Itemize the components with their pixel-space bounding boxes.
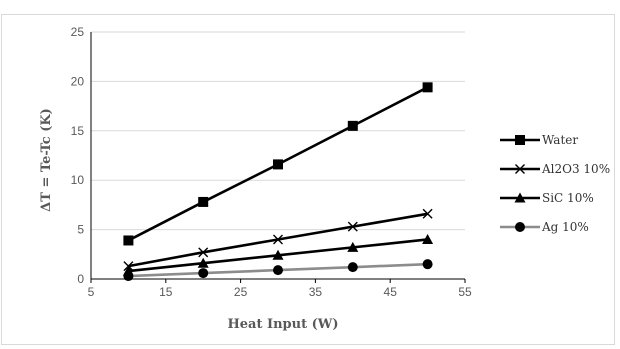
legend-label-sic-10-: SiC 10%: [542, 191, 594, 205]
x-tick-label-55: 55: [458, 285, 472, 299]
data-point-sic-10--50: [422, 233, 434, 244]
data-point-ag-10--20: [198, 268, 209, 279]
y-tick-label-20: 20: [71, 74, 85, 88]
data-point-sic-10--20: [197, 257, 209, 268]
legend-marker-al2o3-10-: [515, 164, 525, 174]
y-tick-label-0: 0: [77, 272, 84, 286]
data-point-water-30: [273, 159, 283, 170]
legend-label-water: Water: [542, 133, 578, 147]
y-axis-title: ΔT = Te-Tc (K): [39, 108, 54, 212]
axes: [90, 32, 466, 283]
legend-label-ag-10-: Ag 10%: [541, 220, 589, 234]
x-tick-label-45: 45: [384, 285, 398, 299]
data-point-al2o3-10--20: [198, 247, 209, 258]
legend-label-al2o3-10-: Al2O3 10%: [541, 162, 610, 176]
data-point-sic-10--30: [272, 249, 284, 260]
data-point-water-40: [347, 120, 358, 131]
x-tick-label-15: 15: [159, 285, 173, 299]
chart-frame: [1, 14, 615, 345]
data-point-ag-10--40: [347, 262, 358, 273]
data-point-ag-10--10: [123, 271, 134, 282]
y-tick-label-25: 25: [71, 25, 85, 39]
y-tick-label-10: 10: [71, 173, 85, 187]
legend-marker-water: [515, 135, 525, 145]
legend-marker-sic-10-: [514, 192, 526, 203]
y-tick-label-15: 15: [71, 124, 85, 138]
series-layer: [122, 82, 434, 282]
data-point-water-20: [198, 196, 209, 207]
data-point-al2o3-10--30: [273, 234, 283, 245]
data-point-water-10: [123, 235, 134, 246]
legend: Water Al2O3 10% SiC 10% Ag 10%: [500, 133, 610, 234]
x-axis-title: Heat Input (W): [227, 317, 338, 332]
y-tick-label-5: 5: [77, 223, 84, 237]
data-point-al2o3-10--50: [422, 208, 433, 219]
legend-marker-ag-10-: [515, 222, 525, 232]
data-point-sic-10--40: [347, 241, 359, 252]
data-point-water-50: [422, 82, 433, 93]
x-tick-label-5: 5: [88, 285, 95, 299]
x-tick-label-25: 25: [234, 285, 248, 299]
data-point-ag-10--50: [422, 259, 433, 270]
gridlines: [91, 31, 465, 231]
x-tick-label-35: 35: [309, 285, 323, 299]
data-point-al2o3-10--40: [347, 221, 358, 232]
data-point-ag-10--30: [273, 265, 283, 276]
